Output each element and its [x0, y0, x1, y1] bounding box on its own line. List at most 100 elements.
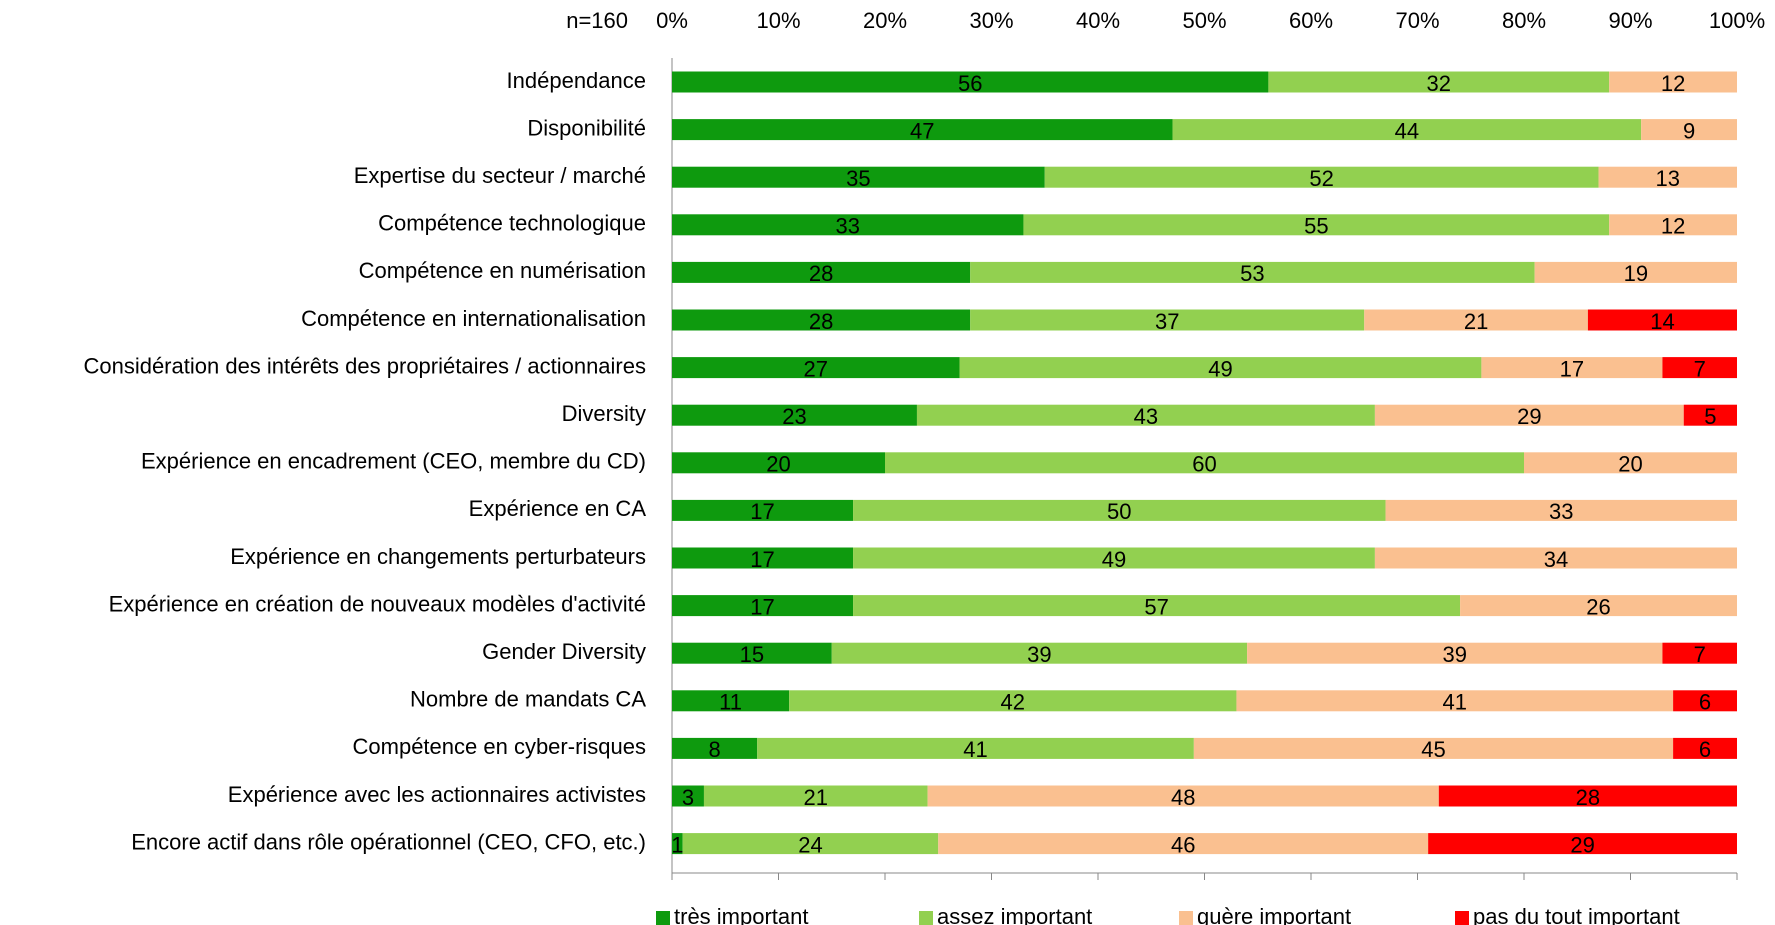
bar-segment [1641, 119, 1737, 141]
category-label: Considération des intérêts des propriéta… [83, 353, 646, 378]
bar-segment [672, 357, 960, 379]
data-label: 29 [1517, 404, 1541, 429]
bar-segment [885, 452, 1524, 474]
data-label: 49 [1208, 356, 1232, 381]
category-label: Expérience en CA [469, 496, 647, 521]
data-label: 33 [1549, 499, 1573, 524]
bar-segment [916, 404, 1375, 426]
bar-segment [672, 642, 832, 664]
category-label: Nombre de mandats CA [410, 687, 646, 712]
x-tick-label: 70% [1395, 8, 1439, 33]
bar-segment [682, 833, 939, 855]
data-label: 48 [1171, 785, 1195, 810]
data-label: 6 [1699, 737, 1711, 762]
x-tick-label: 20% [863, 8, 907, 33]
legend-label: très important [674, 904, 809, 925]
data-label: 34 [1544, 547, 1568, 572]
category-label: Compétence en numérisation [359, 258, 646, 283]
bar-segment [1193, 737, 1674, 759]
bar-segment [927, 785, 1439, 807]
bar-segment [1428, 833, 1737, 855]
bar-segment [672, 119, 1173, 141]
category-label: Indépendance [507, 68, 646, 93]
data-label: 6 [1699, 690, 1711, 715]
data-label: 19 [1624, 261, 1648, 286]
bar-segment [1598, 166, 1737, 188]
x-tick-label: 0% [656, 8, 688, 33]
bar-segment [1524, 452, 1737, 474]
category-label: Compétence technologique [378, 211, 646, 236]
bar-segment [1374, 547, 1737, 569]
bar-segment [1385, 499, 1737, 521]
bar-segment [672, 499, 854, 521]
legend-swatch [919, 911, 933, 925]
bar-segment [672, 737, 758, 759]
data-label: 12 [1661, 214, 1685, 239]
bar-segment [672, 690, 790, 712]
bar-segment [1460, 595, 1737, 617]
x-tick-label: 90% [1608, 8, 1652, 33]
data-label: 55 [1304, 214, 1328, 239]
bar-segment [1609, 71, 1737, 93]
data-label: 32 [1427, 71, 1451, 96]
data-label: 28 [809, 309, 833, 334]
data-label: 41 [963, 737, 987, 762]
data-label: 20 [1618, 452, 1642, 477]
bar-segment [853, 547, 1375, 569]
data-label: 45 [1421, 737, 1445, 762]
data-label: 7 [1694, 356, 1706, 381]
bar-segment [1023, 214, 1610, 236]
category-label: Disponibilité [527, 115, 646, 140]
data-label: 11 [719, 690, 742, 715]
data-label: 17 [1560, 356, 1584, 381]
data-label: 26 [1586, 594, 1610, 619]
bar-segment [672, 547, 854, 569]
bar-segment [1172, 119, 1642, 141]
bar-segment [1374, 404, 1684, 426]
data-label: 50 [1107, 499, 1131, 524]
data-label: 28 [809, 261, 833, 286]
data-label: 29 [1570, 832, 1594, 857]
bar-segment [672, 452, 885, 474]
category-label: Expérience en création de nouveaux modèl… [109, 591, 646, 616]
data-label: 57 [1144, 594, 1168, 619]
x-tick-label: 40% [1076, 8, 1120, 33]
bar-segment [672, 785, 704, 807]
bar-segment [672, 404, 917, 426]
data-label: 41 [1443, 690, 1467, 715]
legend-label: guère important [1197, 904, 1351, 925]
bar-segment [853, 595, 1461, 617]
data-label: 12 [1661, 71, 1685, 96]
data-label: 42 [1001, 690, 1025, 715]
data-label: 39 [1443, 642, 1467, 667]
bar-segment [757, 737, 1194, 759]
x-tick-label: 10% [756, 8, 800, 33]
category-label: Compétence en cyber-risques [353, 734, 646, 759]
category-label: Expertise du secteur / marché [354, 163, 646, 188]
bar-segment [1268, 71, 1610, 93]
data-label: 43 [1134, 404, 1158, 429]
bar-segment [1044, 166, 1599, 188]
bar-segment [970, 309, 1365, 331]
data-label: 14 [1650, 309, 1674, 334]
data-label: 5 [1704, 404, 1716, 429]
bar-segment [1236, 690, 1674, 712]
data-label: 3 [682, 785, 694, 810]
bar-segment [703, 785, 928, 807]
category-label: Expérience avec les actionnaires activis… [228, 782, 646, 807]
x-tick-label: 60% [1289, 8, 1333, 33]
data-label: 23 [782, 404, 806, 429]
data-label: 52 [1309, 166, 1333, 191]
legend-swatch [1455, 911, 1469, 925]
bar-segment [672, 71, 1269, 93]
bar-segment [672, 214, 1024, 236]
data-label: 33 [835, 214, 859, 239]
bar-segment [1534, 261, 1737, 283]
data-label: 9 [1683, 118, 1695, 143]
category-label: Expérience en encadrement (CEO, membre d… [141, 449, 646, 474]
bar-segment [672, 261, 971, 283]
bar-segment [789, 690, 1237, 712]
bar-segment [1662, 642, 1737, 664]
